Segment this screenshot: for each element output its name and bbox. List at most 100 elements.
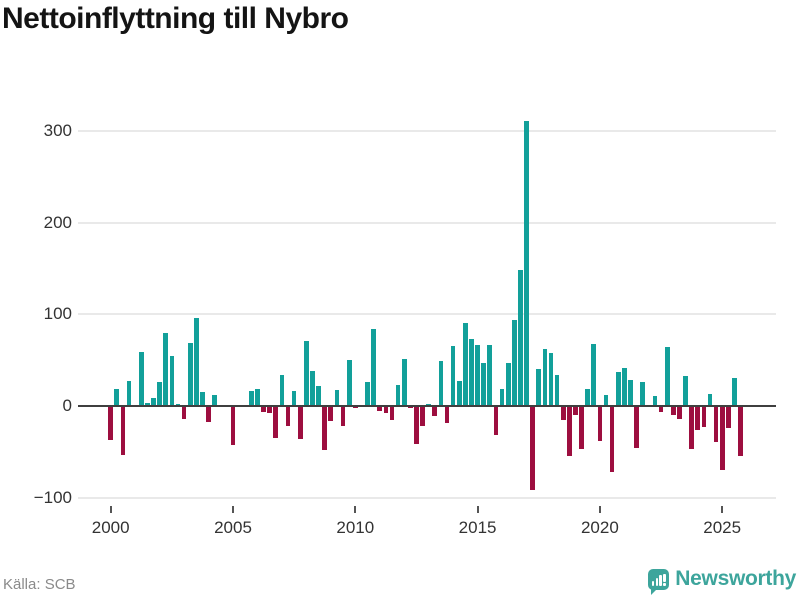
bar-2020-q3 bbox=[609, 406, 615, 473]
newsworthy-logo[interactable]: Newsworthy bbox=[648, 563, 796, 595]
bar-2023-q2 bbox=[677, 406, 682, 419]
bar-2011-q3 bbox=[389, 406, 395, 420]
bar-2000-q1 bbox=[108, 406, 114, 440]
x-axis-label: 2005 bbox=[214, 518, 252, 537]
x-axis-label: 2020 bbox=[580, 518, 619, 537]
bar-2006-q4 bbox=[273, 406, 279, 439]
bar-2010-q3 bbox=[365, 382, 370, 406]
bar-2017-q1 bbox=[524, 120, 529, 406]
y-axis-label: 0 bbox=[62, 396, 72, 415]
bar-2006-q3 bbox=[267, 406, 273, 414]
bar-2018-q1 bbox=[548, 352, 554, 406]
bar-2022-q3 bbox=[658, 406, 664, 413]
bar-2014-q1 bbox=[450, 346, 456, 406]
bar-2014-q3 bbox=[463, 323, 468, 406]
bar-2003-q1 bbox=[181, 406, 187, 419]
newsworthy-wordmark: Newsworthy bbox=[675, 567, 796, 590]
bar-2000-q4 bbox=[126, 381, 132, 406]
y-axis-label: 100 bbox=[43, 304, 72, 324]
bar-2025-q1 bbox=[719, 406, 725, 471]
bar-2016-q2 bbox=[505, 362, 511, 406]
bar-2016-q1 bbox=[499, 389, 505, 406]
bar-2024-q3 bbox=[707, 394, 713, 406]
source-note: Källa: SCB bbox=[3, 576, 76, 593]
bar-2021-q1 bbox=[622, 368, 627, 406]
bar-2022-q4 bbox=[664, 347, 670, 406]
bar-2007-q3 bbox=[291, 391, 297, 406]
bar-2020-q2 bbox=[603, 394, 609, 406]
bar-2019-q3 bbox=[585, 388, 590, 406]
bar-2015-q4 bbox=[493, 406, 499, 436]
bar-2023-q3 bbox=[683, 375, 688, 406]
bar-2016-q4 bbox=[518, 270, 523, 406]
bar-2023-q4 bbox=[689, 406, 694, 450]
bar-2003-q2 bbox=[187, 342, 193, 406]
y-gridline bbox=[78, 129, 776, 132]
bar-2018-q3 bbox=[560, 406, 566, 420]
bar-2021-q3 bbox=[634, 406, 639, 449]
bar-2005-q1 bbox=[230, 406, 236, 445]
bar-2010-q4 bbox=[371, 328, 376, 406]
bar-2019-q2 bbox=[579, 406, 584, 450]
y-gridline bbox=[78, 221, 776, 224]
bar-2019-q4 bbox=[591, 343, 597, 406]
bar-2006-q2 bbox=[261, 406, 266, 412]
bar-2025-q2 bbox=[725, 406, 731, 428]
bar-2011-q2 bbox=[383, 406, 389, 414]
bar-2017-q2 bbox=[530, 406, 535, 491]
bar-2013-q2 bbox=[432, 406, 438, 417]
bar-2008-q1 bbox=[304, 340, 309, 406]
bar-2011-q4 bbox=[395, 384, 401, 406]
bar-2003-q4 bbox=[200, 392, 205, 406]
bar-2013-q3 bbox=[438, 361, 444, 406]
bar-2006-q1 bbox=[255, 389, 260, 406]
bar-2012-q3 bbox=[414, 406, 419, 444]
x-axis-tick bbox=[354, 506, 357, 513]
bar-2009-q3 bbox=[340, 406, 346, 427]
bar-2007-q4 bbox=[297, 406, 303, 440]
bar-2018-q2 bbox=[554, 374, 560, 406]
x-axis-line bbox=[78, 405, 776, 407]
bar-2004-q2 bbox=[212, 394, 217, 406]
y-gridline bbox=[78, 496, 776, 499]
x-axis-label: 2025 bbox=[703, 518, 742, 537]
bar-2017-q4 bbox=[542, 349, 548, 406]
bar-2009-q2 bbox=[334, 390, 340, 406]
bar-2011-q1 bbox=[377, 406, 383, 411]
bar-2007-q1 bbox=[279, 374, 285, 406]
bar-2001-q3 bbox=[145, 403, 150, 406]
bar-2014-q4 bbox=[469, 339, 474, 406]
bar-2008-q4 bbox=[322, 406, 328, 451]
y-axis-label: 300 bbox=[43, 120, 72, 140]
bar-2002-q2 bbox=[163, 332, 169, 406]
bar-2024-q1 bbox=[695, 406, 701, 430]
bar-2024-q2 bbox=[701, 406, 707, 428]
bar-2002-q1 bbox=[157, 382, 162, 406]
newsworthy-bubble-icon bbox=[648, 568, 670, 595]
x-axis-tick bbox=[476, 506, 479, 513]
x-axis-label: 2010 bbox=[336, 518, 375, 537]
x-axis-label: 2000 bbox=[91, 518, 130, 537]
x-axis-label: 2015 bbox=[458, 518, 497, 537]
bar-2005-q4 bbox=[248, 391, 254, 406]
bar-2009-q4 bbox=[346, 360, 352, 406]
bar-2004-q1 bbox=[206, 406, 211, 422]
bar-2003-q3 bbox=[193, 317, 199, 406]
bar-2015-q2 bbox=[481, 362, 487, 406]
bar-2009-q1 bbox=[328, 406, 334, 421]
bar-2025-q3 bbox=[732, 377, 737, 406]
y-gridline bbox=[78, 313, 776, 316]
bar-2014-q2 bbox=[456, 381, 462, 406]
bar-2000-q3 bbox=[120, 406, 126, 455]
bar-2000-q2 bbox=[114, 389, 120, 406]
x-axis-tick bbox=[109, 506, 112, 513]
bar-2002-q3 bbox=[169, 355, 175, 406]
bar-2012-q4 bbox=[420, 406, 425, 427]
chart-title: Nettoinflyttning till Nybro bbox=[2, 2, 349, 35]
bar-2015-q1 bbox=[475, 344, 480, 406]
bar-2012-q1 bbox=[401, 359, 407, 406]
x-axis-tick bbox=[598, 506, 601, 513]
bar-2001-q4 bbox=[151, 397, 156, 406]
bar-2020-q1 bbox=[597, 406, 603, 441]
